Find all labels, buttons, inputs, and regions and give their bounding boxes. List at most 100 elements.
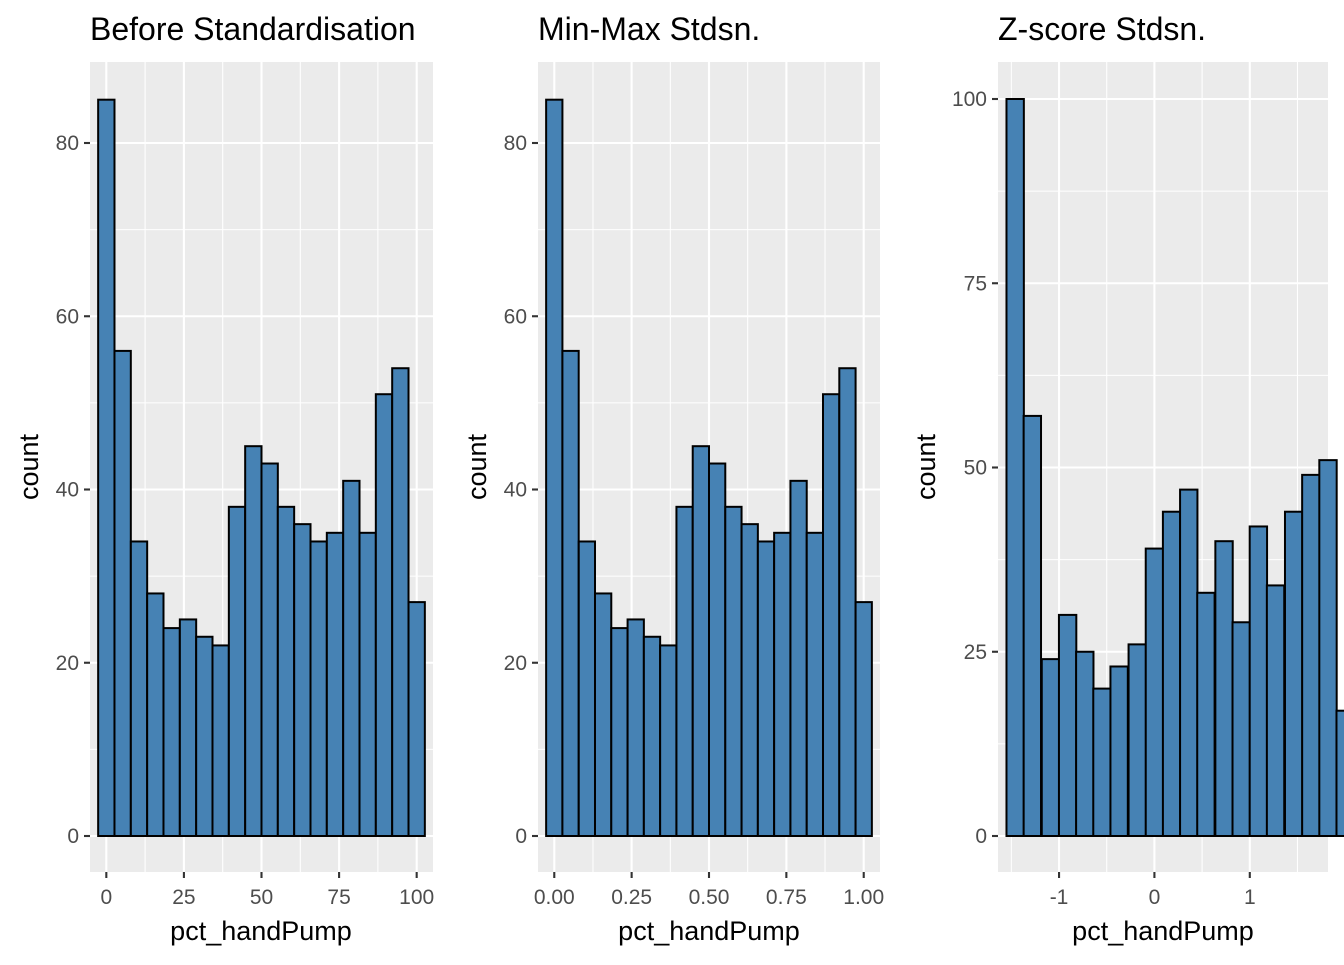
histogram-panel-1: 0 20 40 60 80 0 25 50 75 100 Before Standardisatio… [14,11,434,946]
histogram-bar [642,635,662,838]
histogram-bar [227,505,247,837]
histogram-bar [1040,658,1061,837]
panel-title: Before Standardisation [90,11,416,47]
histogram-bar [195,635,214,838]
y-tick-label: 80 [56,132,79,155]
x-tick-label: 0 [1149,886,1161,909]
x-tick-label: 25 [172,886,195,909]
y-tick-label: 0 [515,825,527,848]
histogram-bar [854,601,873,837]
y-tick-label: 50 [964,457,987,480]
histogram-bar [244,445,263,837]
histogram-bar [1196,591,1216,837]
x-tick-label: 0 [100,886,112,909]
histogram-bar [276,505,296,837]
histogram-bar [1301,473,1321,837]
histogram-bar [675,505,694,837]
histogram-bar [325,531,345,837]
histogram-bar [391,367,410,837]
x-tick-label: 100 [399,886,434,909]
histogram-panel-2: 0 20 40 60 80 0.00 0.25 0.50 0.75 1.00 Min-Max Std… [462,11,884,946]
x-tick-label: 75 [327,886,350,909]
x-axis-label: pct_handPump [1072,916,1254,946]
histogram-bar [756,540,776,837]
histogram-bar [1318,459,1338,837]
y-tick-label: 0 [975,825,987,848]
histogram-bar [1214,540,1234,837]
histogram-bar [1335,709,1344,838]
histogram-bar [773,531,792,837]
histogram-bar [374,393,394,837]
histogram-bar [561,349,580,837]
histogram-bar [1022,414,1043,837]
y-tick-label: 25 [964,641,987,664]
histogram-bar [97,98,116,837]
y-tick-label: 0 [67,825,79,848]
histogram-bar [821,393,841,837]
histogram-bar [545,98,564,837]
x-tick-label: 0.25 [611,886,652,909]
histogram-bar [1144,547,1165,837]
x-axis-label: pct_handPump [170,916,352,946]
histogram-bar [358,531,377,837]
histogram-bar [1179,488,1199,837]
histogram-bar [1075,650,1095,837]
histogram-bar [691,445,711,837]
y-tick-label: 80 [504,132,527,155]
y-tick-label: 60 [504,305,527,328]
panel-title: Z-score Stdsn. [998,11,1206,47]
histogram-bar [1005,98,1025,837]
histogram-bar [293,523,312,838]
histogram-bar [707,462,727,837]
y-axis-label: count [14,433,44,500]
y-tick-label: 20 [504,652,527,675]
histogram-bar [789,479,808,837]
histogram-bar [724,505,743,837]
y-tick-label: 40 [56,479,79,502]
histogram-bar [113,349,132,837]
x-tick-label: 0.50 [689,886,730,909]
x-tick-label: 1 [1244,886,1256,909]
y-tick-label: 100 [952,88,987,111]
histogram-bar [610,627,629,837]
x-axis-label: pct_handPump [618,916,800,946]
histogram-bar [577,540,597,837]
histogram-bar [309,540,328,837]
panel-title: Min-Max Stdsn. [538,11,760,47]
histogram-bar [626,618,645,837]
histogram-bar [407,601,426,837]
histogram-bar [1057,613,1078,838]
histogram-bar [1109,665,1129,837]
histogram-bar [260,462,279,837]
y-tick-label: 40 [504,479,527,502]
y-tick-label: 20 [56,652,79,675]
histogram-bar [805,531,825,837]
y-axis-label: count [462,433,492,500]
x-tick-label: -1 [1050,886,1069,909]
histogram-bar [129,540,149,837]
histogram-bar [146,592,165,838]
histogram-bar [1283,510,1304,837]
histogram-bar [838,367,857,837]
histogram-bar [178,618,198,837]
histogram-bar [1248,525,1269,838]
histogram-bar [593,592,613,838]
histogram-bar [162,627,181,837]
y-axis-label: count [911,433,941,500]
x-tick-label: 50 [250,886,273,909]
x-tick-label: 0.00 [534,886,575,909]
histogram-bar [740,523,759,838]
histogram-bar [1265,584,1286,837]
x-tick-label: 0.75 [766,886,807,909]
y-tick-label: 75 [964,272,987,295]
histogram-bar [1092,687,1112,837]
histogram-bar [1127,643,1147,837]
histogram-bar [342,479,361,837]
x-tick-label: 1.00 [843,886,884,909]
histogram-bar [1231,621,1251,838]
histogram-bar [211,644,230,837]
histogram-bar [659,644,678,837]
histogram-bar [1161,510,1182,837]
